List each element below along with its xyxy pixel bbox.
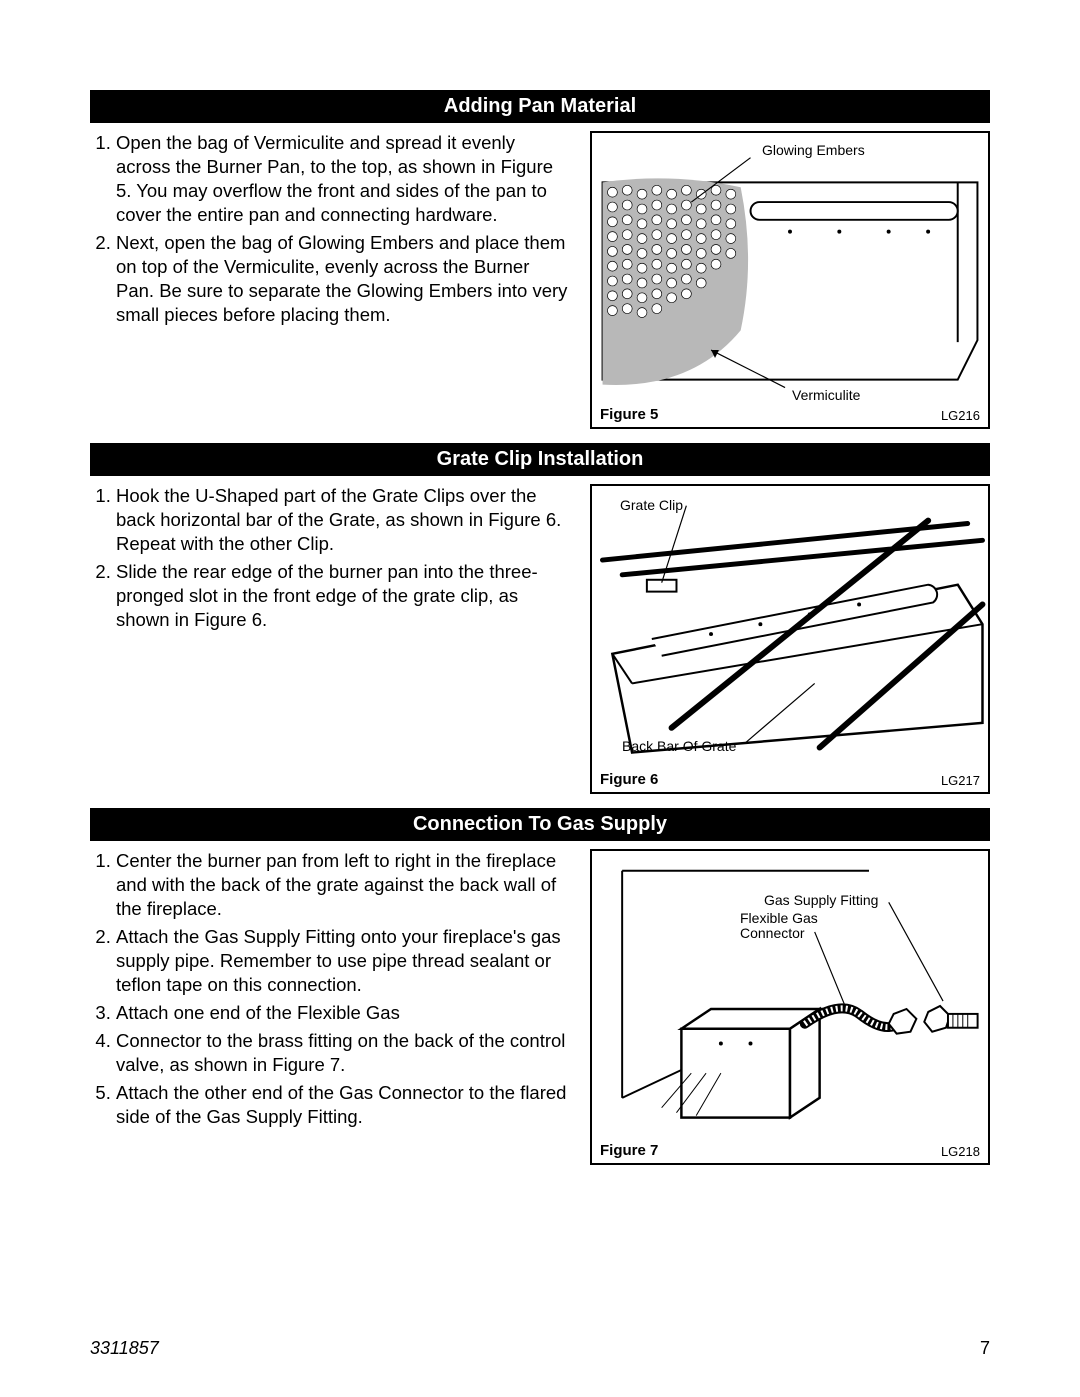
text-column-3: Center the burner pan from left to right… <box>90 849 570 1165</box>
figure-5-svg <box>592 133 988 427</box>
section-body-1: Open the bag of Vermiculite and spread i… <box>90 131 990 429</box>
step-text: Open the bag of Vermiculite and spread i… <box>116 131 570 227</box>
figure-label: Glowing Embers <box>762 143 865 158</box>
section-body-2: Hook the U-Shaped part of the Grate Clip… <box>90 484 990 794</box>
section-body-3: Center the burner pan from left to right… <box>90 849 990 1165</box>
figure-label: Back Bar Of Grate <box>622 739 736 754</box>
section-header-pan-material: Adding Pan Material <box>90 90 990 123</box>
step-text: Attach one end of the Flexible Gas <box>116 1001 570 1025</box>
figure-5: Glowing Embers Vermiculite Figure 5 LG21… <box>590 131 990 429</box>
step-text: Attach the Gas Supply Fitting onto your … <box>116 925 570 997</box>
step-text: Next, open the bag of Glowing Embers and… <box>116 231 570 327</box>
figure-label: Gas Supply Fitting <box>764 893 878 908</box>
step-text: Attach the other end of the Gas Connecto… <box>116 1081 570 1129</box>
figure-caption: Figure 7 <box>600 1142 658 1159</box>
figure-label: Grate Clip <box>620 498 683 513</box>
section-header-gas-supply: Connection To Gas Supply <box>90 808 990 841</box>
step-text: Center the burner pan from left to right… <box>116 849 570 921</box>
figure-label: Vermiculite <box>792 388 860 403</box>
figure-code: LG217 <box>941 773 980 788</box>
text-column-1: Open the bag of Vermiculite and spread i… <box>90 131 570 429</box>
page-footer: 3311857 7 <box>90 1338 990 1359</box>
figure-label: Connector <box>740 926 805 941</box>
page-number: 7 <box>980 1338 990 1359</box>
step-text: Slide the rear edge of the burner pan in… <box>116 560 570 632</box>
doc-id: 3311857 <box>90 1338 159 1359</box>
figure-6: Grate Clip Back Bar Of Grate Figure 6 LG… <box>590 484 990 794</box>
figure-code: LG216 <box>941 408 980 423</box>
figure-code: LG218 <box>941 1144 980 1159</box>
text-column-2: Hook the U-Shaped part of the Grate Clip… <box>90 484 570 794</box>
figure-caption: Figure 6 <box>600 771 658 788</box>
figure-caption: Figure 5 <box>600 406 658 423</box>
figure-7: Gas Supply Fitting Flexible Gas Connecto… <box>590 849 990 1165</box>
step-text: Hook the U-Shaped part of the Grate Clip… <box>116 484 570 556</box>
step-text: Connector to the brass fitting on the ba… <box>116 1029 570 1077</box>
section-header-grate-clip: Grate Clip Installation <box>90 443 990 476</box>
